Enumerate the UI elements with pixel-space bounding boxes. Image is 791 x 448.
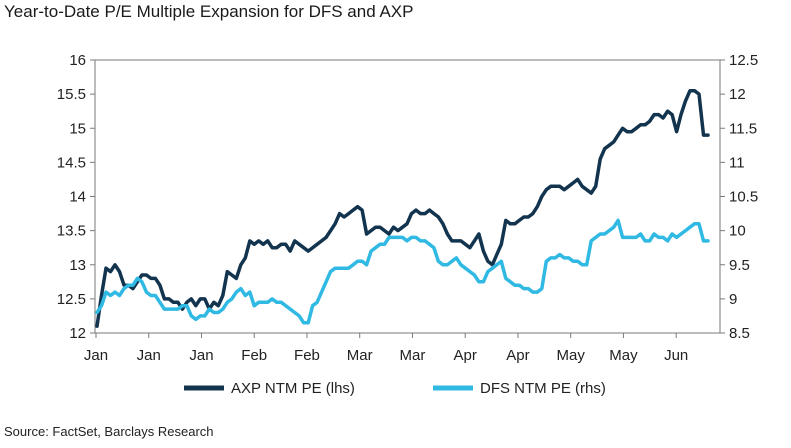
x-tick-label: May: [609, 347, 638, 364]
left-tick-label: 15.5: [57, 86, 86, 103]
chart-title: Year-to-Date P/E Multiple Expansion for …: [4, 2, 414, 21]
right-tick-label: 12: [729, 86, 746, 103]
x-tick-label: May: [557, 347, 586, 364]
legend-item-axp: AXP NTM PE (lhs): [184, 380, 355, 397]
x-tick-label: Mar: [400, 347, 426, 364]
x-tick-label: Apr: [506, 347, 529, 364]
x-tick-label: Jan: [137, 347, 161, 364]
legend-label: AXP NTM PE (lhs): [231, 380, 355, 397]
left-tick-label: 13: [69, 257, 86, 274]
x-tick-label: Jan: [189, 347, 213, 364]
right-tick-label: 10: [729, 223, 746, 240]
legend-label: DFS NTM PE (rhs): [480, 380, 606, 397]
right-tick-label: 11.5: [729, 120, 757, 137]
left-tick-label: 15: [69, 120, 86, 137]
right-tick-label: 8.5: [729, 325, 750, 342]
x-tick-label: Mar: [347, 347, 373, 364]
dfs-series-line: [95, 218, 710, 325]
x-tick-label: Feb: [294, 347, 320, 364]
legend-item-dfs: DFS NTM PE (rhs): [433, 380, 606, 397]
left-tick-label: 12.5: [57, 291, 86, 308]
right-tick-label: 10.5: [729, 189, 758, 206]
right-tick-label: 11: [729, 154, 745, 171]
left-tick-label: 14.5: [57, 154, 86, 171]
legend: AXP NTM PE (lhs) DFS NTM PE (rhs): [184, 380, 606, 397]
x-tick-label: Jan: [84, 347, 108, 364]
plot-frame: [94, 59, 721, 334]
x-tick-label: Apr: [454, 347, 477, 364]
x-tick-label: Jun: [664, 347, 688, 364]
left-tick-label: 14: [69, 189, 86, 206]
axp-series-line: [95, 88, 710, 328]
source-note: Source: FactSet, Barclays Research: [4, 424, 214, 439]
x-tick-label: Feb: [241, 347, 267, 364]
right-tick-label: 12.5: [729, 52, 758, 69]
axes-layer: 12 12.5 13 13.5 14 14.5 15 15.5 16 8.5 9 9.5 10 10.5 1…: [57, 52, 758, 364]
left-tick-label: 13.5: [57, 223, 86, 240]
right-tick-label: 9.5: [729, 257, 750, 274]
left-tick-label: 16: [69, 52, 86, 69]
series-layer: [95, 88, 710, 328]
right-tick-label: 9: [729, 291, 737, 308]
left-tick-label: 12: [69, 325, 86, 342]
